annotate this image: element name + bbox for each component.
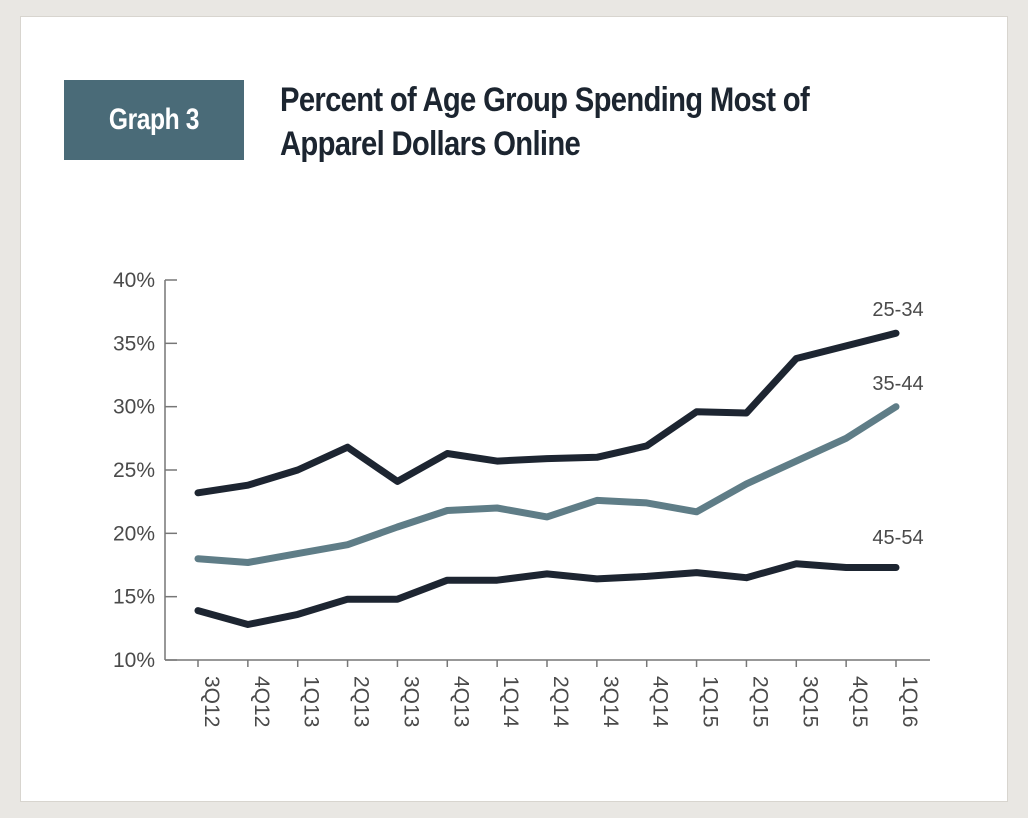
x-tick-label: 4Q15	[848, 676, 871, 727]
x-tick-label: 3Q12	[200, 676, 223, 727]
graph-number-label: Graph 3	[108, 103, 200, 136]
y-tick-label: 25%	[113, 459, 155, 482]
series-label-45-54: 45-54	[872, 527, 923, 549]
graph-number-badge: Graph 3	[64, 80, 244, 160]
y-tick-label: 15%	[113, 586, 155, 609]
x-tick-label: 4Q13	[449, 676, 472, 727]
y-tick-label: 30%	[113, 396, 155, 419]
x-tick-label: 1Q14	[499, 676, 522, 728]
x-tick-label: 3Q15	[798, 676, 821, 727]
y-tick-label: 20%	[113, 522, 155, 545]
x-tick-label: 1Q15	[699, 676, 722, 727]
x-tick-label: 4Q12	[250, 676, 273, 727]
series-label-25-34: 25-34	[872, 299, 923, 321]
x-tick-label: 4Q14	[649, 676, 672, 728]
y-tick-label: 35%	[113, 332, 155, 355]
x-tick-label: 2Q15	[748, 676, 771, 727]
x-tick-label: 3Q13	[399, 676, 422, 727]
x-tick-label: 2Q14	[549, 676, 572, 728]
x-tick-label: 3Q14	[599, 676, 622, 728]
x-tick-label: 1Q13	[300, 676, 323, 727]
series-label-35-44: 35-44	[872, 373, 923, 395]
series-line-45-54	[194, 560, 900, 628]
x-tick-label: 1Q16	[898, 676, 921, 727]
chart-title: Percent of Age Group Spending Most of Ap…	[280, 81, 810, 163]
x-tick-label: 2Q13	[350, 676, 373, 727]
y-tick-label: 10%	[113, 649, 155, 672]
y-tick-label: 40%	[113, 269, 155, 292]
series-line-35-44	[194, 403, 900, 566]
series-line-25-34	[194, 329, 900, 497]
